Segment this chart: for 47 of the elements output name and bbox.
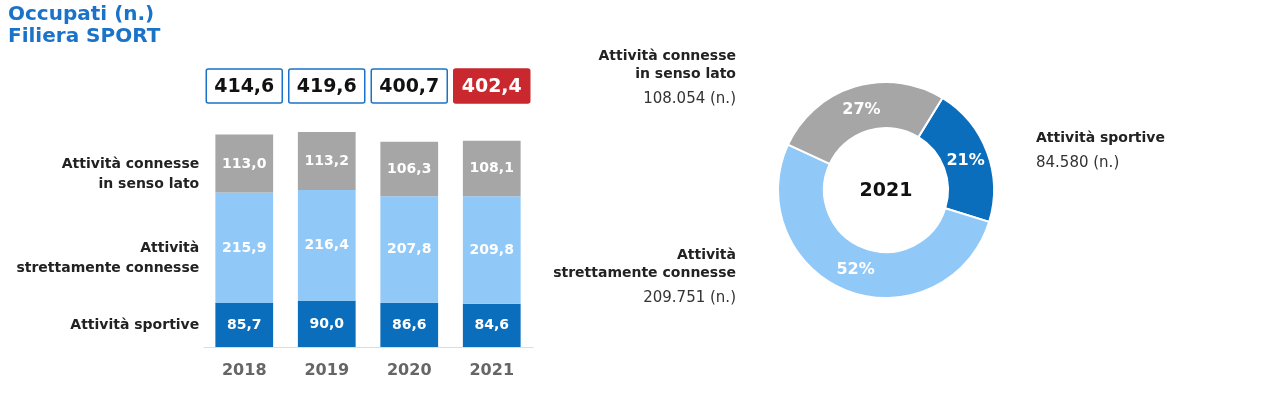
bar: [380, 141, 439, 197]
series-label: Attività connesse in senso lato: [61, 154, 200, 191]
bar: [215, 192, 274, 304]
chart-subtitle: Filiera SPORT: [8, 23, 161, 48]
data-label: 215,9: [222, 238, 267, 255]
bar: [462, 303, 521, 347]
bar: [462, 140, 521, 197]
data-label: 113,0: [222, 154, 267, 171]
series-label: Attività sportive: [70, 316, 200, 333]
bar: [380, 302, 439, 347]
series-label: Attività strettamente connesse: [16, 238, 200, 275]
data-label: 106,3: [387, 159, 432, 176]
bar: [215, 134, 274, 193]
total-label: 400,7: [379, 74, 440, 96]
data-label: 108.054 (n.): [643, 89, 736, 108]
x-tick-label: 2018: [221, 359, 267, 379]
total-label: 419,6: [296, 74, 357, 96]
bar: [297, 132, 356, 190]
slice-label: Attività connesse in senso lato: [598, 47, 737, 82]
x-tick-label: 2020: [386, 359, 432, 379]
bar: [380, 196, 439, 303]
bar: [297, 190, 356, 301]
bar: [297, 300, 356, 347]
slice-label: Attività strettamente connesse: [553, 246, 736, 281]
data-label: 86,6: [391, 315, 427, 332]
text: 27%: [842, 98, 881, 118]
data-label: 108,1: [469, 159, 514, 176]
text: 52%: [836, 259, 875, 279]
data-label: 216,4: [304, 236, 350, 253]
x-tick-label: 2019: [304, 359, 350, 379]
data-label: 90,0: [309, 314, 345, 331]
chart-title: Occupati (n.): [8, 1, 155, 26]
data-label: 207,8: [387, 240, 432, 257]
slice-label: Attività sportive: [1036, 128, 1165, 145]
data-label: 209.751 (n.): [643, 288, 736, 307]
total-label: 414,6: [214, 74, 275, 96]
text: 21%: [946, 150, 985, 170]
data-label: 209,8: [469, 240, 514, 257]
text: 2021: [859, 178, 913, 200]
data-label: 84.580 (n.): [1036, 152, 1120, 171]
total-label: 402,4: [461, 74, 522, 96]
bar: [462, 196, 521, 304]
x-tick-label: 2021: [469, 359, 515, 379]
data-label: 84,6: [474, 316, 510, 333]
data-label: 113,2: [304, 152, 349, 168]
bar: [215, 303, 274, 347]
data-label: 85,7: [226, 316, 262, 333]
